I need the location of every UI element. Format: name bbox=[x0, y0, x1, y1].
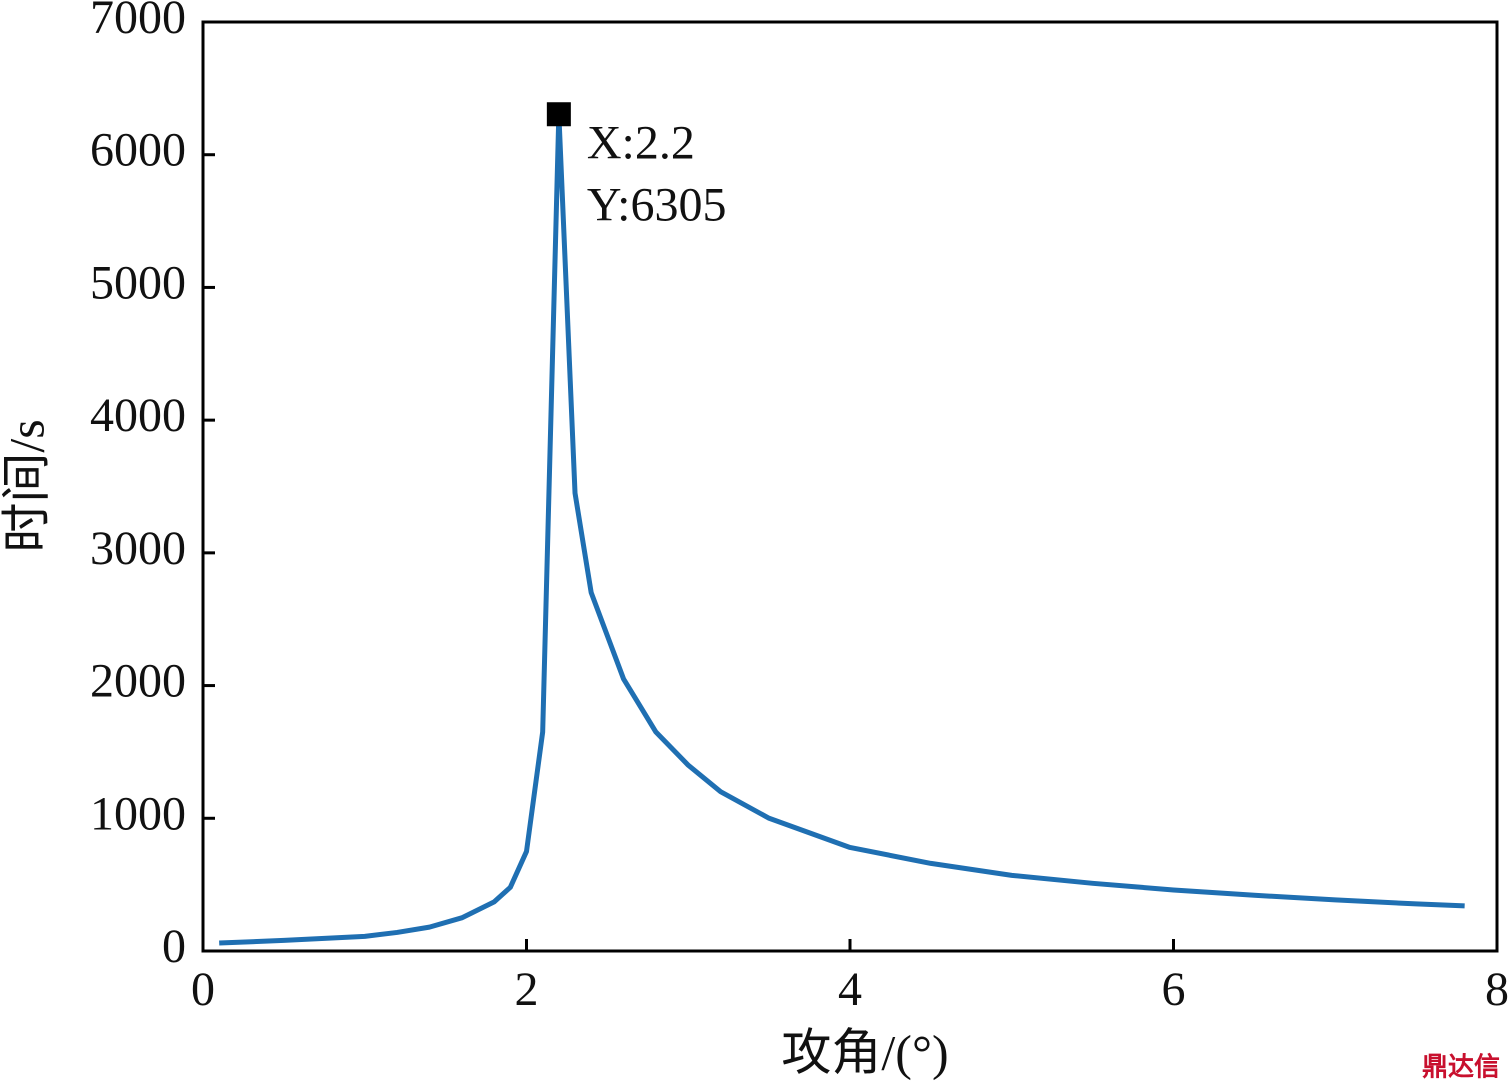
y-tick-label: 2000 bbox=[90, 655, 186, 708]
watermark: 鼎达信 bbox=[1422, 1053, 1500, 1083]
y-tick-label: 5000 bbox=[90, 256, 186, 309]
y-tick-label: 0 bbox=[162, 920, 186, 973]
x-tick-label: 6 bbox=[1162, 963, 1186, 1016]
y-tick-label: 4000 bbox=[90, 389, 186, 442]
x-tick-label: 2 bbox=[515, 963, 539, 1016]
x-tick-label: 8 bbox=[1485, 963, 1509, 1016]
annotation: X:2.2 bbox=[587, 116, 695, 169]
x-tick-label: 4 bbox=[838, 963, 862, 1016]
data-line bbox=[219, 111, 1465, 946]
y-tick-label: 6000 bbox=[90, 124, 186, 177]
plot-frame bbox=[201, 20, 1499, 953]
x-tick-label: 0 bbox=[191, 963, 215, 1016]
y-tick-label: 3000 bbox=[90, 522, 186, 575]
x-axis-label: 攻角/(°) bbox=[781, 1024, 948, 1080]
y-tick-label: 1000 bbox=[90, 787, 186, 840]
peak-marker bbox=[546, 102, 571, 127]
y-tick-label: 7000 bbox=[90, 0, 186, 44]
annotation: Y:6305 bbox=[587, 178, 727, 231]
y-axis-label: 时间/s bbox=[0, 419, 54, 552]
